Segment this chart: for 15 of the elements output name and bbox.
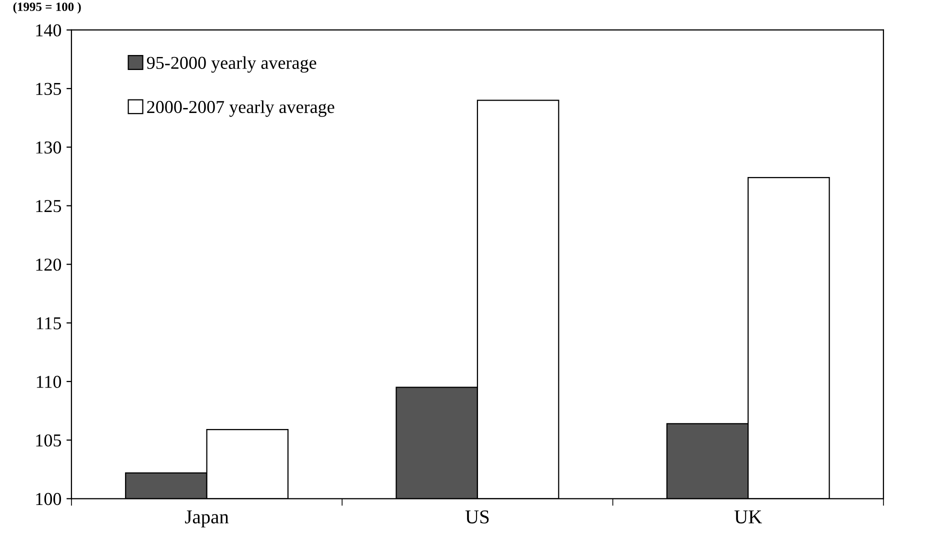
x-tick-label: Japan bbox=[185, 510, 229, 528]
y-tick-label: 125 bbox=[36, 200, 62, 212]
legend-label: 95-2000 yearly average bbox=[146, 56, 316, 73]
y-tick-label: 130 bbox=[36, 141, 62, 154]
y-tick-label: 135 bbox=[36, 82, 62, 96]
y-tick-label: 115 bbox=[36, 317, 62, 330]
x-tick-label: US bbox=[465, 510, 489, 524]
y-axis-title: (1995 = 100 ) bbox=[13, 2, 81, 14]
y-tick-label: 140 bbox=[36, 24, 62, 36]
legend-label: 2000-2007 yearly average bbox=[147, 100, 334, 117]
y-tick-label: 120 bbox=[36, 258, 62, 271]
y-tick-label: 105 bbox=[36, 434, 62, 447]
y-tick-label: 100 bbox=[36, 492, 62, 506]
y-tick-label: 110 bbox=[36, 376, 62, 388]
x-tick-label: UK bbox=[734, 510, 762, 524]
